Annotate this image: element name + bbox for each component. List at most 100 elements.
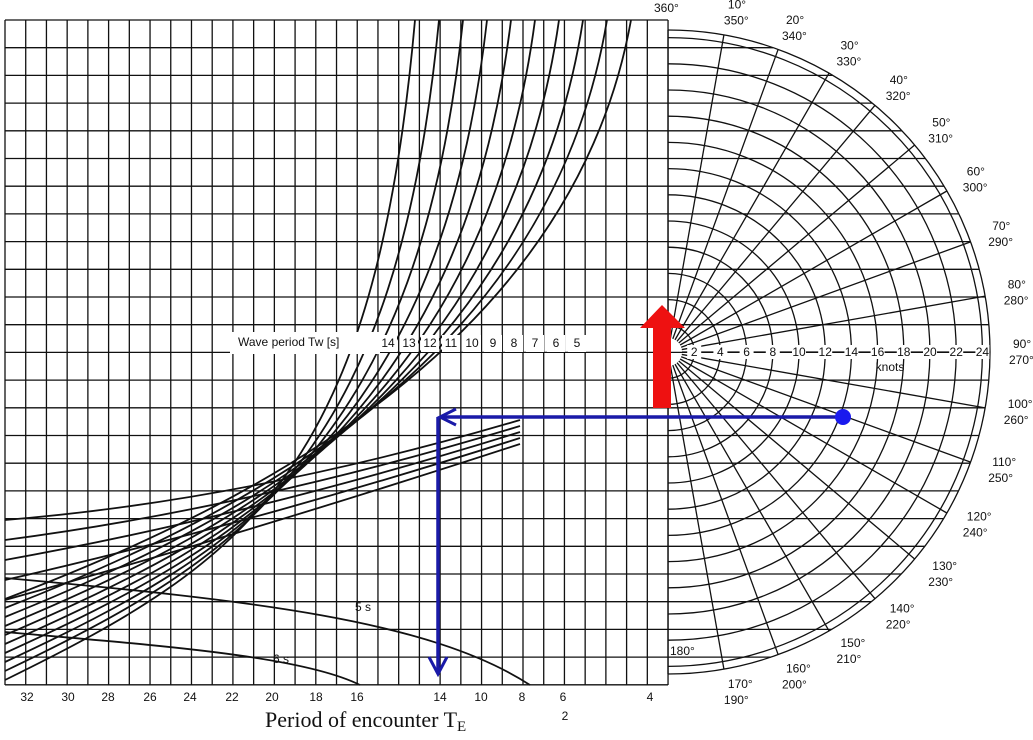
period-label: 14 — [381, 336, 395, 350]
speed-bg — [739, 345, 754, 359]
angle-label: 270° — [1009, 353, 1033, 367]
angle-label: 70° — [992, 219, 1010, 233]
period-bg — [484, 335, 502, 352]
angle-label: 290° — [988, 235, 1013, 249]
x-label: 16 — [350, 690, 364, 704]
flat-curve — [4, 431, 521, 561]
red-arrow — [640, 305, 685, 408]
speed-bg — [975, 345, 990, 359]
period-label: 11 — [445, 336, 458, 350]
angle-label: 120° — [967, 510, 992, 524]
arrow-head — [427, 656, 449, 678]
radial — [679, 190, 948, 346]
angle-label: 240° — [963, 526, 988, 540]
radial — [676, 362, 876, 600]
angle-label: 150° — [841, 636, 866, 650]
period-label: 7 — [532, 336, 539, 350]
angle-label: 210° — [837, 652, 862, 666]
period-bg — [568, 335, 586, 352]
angle-label: 20° — [786, 13, 804, 27]
axis-title: Period of encounter TE — [265, 707, 466, 735]
arrow-head — [436, 407, 457, 427]
period-label: 10 — [465, 336, 479, 350]
period-label: 9 — [490, 336, 497, 350]
x-label: 8 — [519, 690, 526, 704]
period-curve — [4, 19, 608, 609]
angle-label: 280° — [1004, 293, 1029, 307]
angle-label: 80° — [1008, 277, 1026, 291]
curve-label: 5 s — [355, 600, 371, 614]
flat-curve — [4, 419, 521, 521]
angle-label: 350° — [724, 13, 749, 27]
angle-label: 110° — [992, 455, 1016, 469]
x-label: 10 — [474, 690, 488, 704]
speed-label: 16 — [871, 345, 885, 359]
title-text: Period of encounter T — [265, 707, 458, 732]
period-curve — [4, 19, 632, 600]
radial — [674, 72, 830, 341]
speed-unit: knots — [876, 360, 905, 374]
angle-label: 60° — [967, 165, 985, 179]
speed-bg — [713, 345, 728, 359]
curve-label: 6 s — [273, 652, 289, 666]
speed-label: 10 — [792, 345, 806, 359]
speed-bg — [923, 345, 937, 359]
angle-label: 160° — [786, 661, 811, 675]
radial — [669, 34, 725, 339]
radial — [679, 358, 948, 514]
period-bg — [442, 335, 460, 352]
angle-label: 330° — [837, 54, 862, 68]
wave-period-label: Wave period Tw [s] — [238, 335, 339, 349]
label-box — [230, 332, 380, 354]
angle-label: 90° — [1013, 337, 1031, 351]
speed-bg — [870, 345, 885, 359]
curves — [4, 19, 632, 686]
x-label: 30 — [61, 690, 75, 704]
speed-bg — [765, 345, 780, 359]
angle-label: 190° — [724, 693, 749, 707]
angle-label: 230° — [928, 575, 953, 589]
angle-label: 10° — [728, 0, 746, 11]
x-label: 24 — [183, 690, 197, 704]
speed-bg — [949, 345, 964, 359]
speed-label: 20 — [923, 345, 937, 359]
period-label: 12 — [423, 336, 437, 350]
x-label: 6 — [560, 690, 567, 704]
speed-bg — [896, 345, 911, 359]
angle-label: 130° — [932, 559, 957, 573]
period-label: 13 — [402, 336, 416, 350]
period-label: 6 — [553, 336, 560, 350]
period-bg — [463, 335, 481, 352]
radial — [676, 104, 876, 342]
period-bg — [547, 335, 565, 352]
angle-label: 50° — [932, 115, 950, 129]
period-bg — [526, 335, 544, 352]
angle-label: 250° — [988, 471, 1013, 485]
angle-label: 220° — [886, 617, 911, 631]
x-label: 28 — [101, 690, 115, 704]
angle-label: 320° — [886, 89, 911, 103]
radial — [681, 295, 986, 351]
x-extra: 2 — [562, 709, 569, 723]
radial — [680, 241, 971, 348]
period-bg — [379, 335, 397, 352]
speed-label: 18 — [897, 345, 911, 359]
angle-label: 360° — [654, 1, 679, 15]
speed-label: 8 — [769, 345, 776, 359]
period-curve — [4, 19, 536, 636]
angle-label: 170° — [728, 677, 753, 691]
radial — [669, 365, 725, 670]
speed-label: 24 — [976, 345, 990, 359]
radial — [678, 360, 916, 560]
radial — [672, 364, 779, 655]
angle-label: 140° — [890, 601, 915, 615]
x-label: 18 — [309, 690, 323, 704]
speed-label: 12 — [819, 345, 833, 359]
period-bg — [400, 335, 418, 352]
speed-label: 2 — [691, 345, 698, 359]
period-label: 5 — [574, 336, 581, 350]
angle-label: 310° — [928, 131, 953, 145]
period-bg — [421, 335, 439, 352]
angle-label: 100° — [1008, 397, 1033, 411]
